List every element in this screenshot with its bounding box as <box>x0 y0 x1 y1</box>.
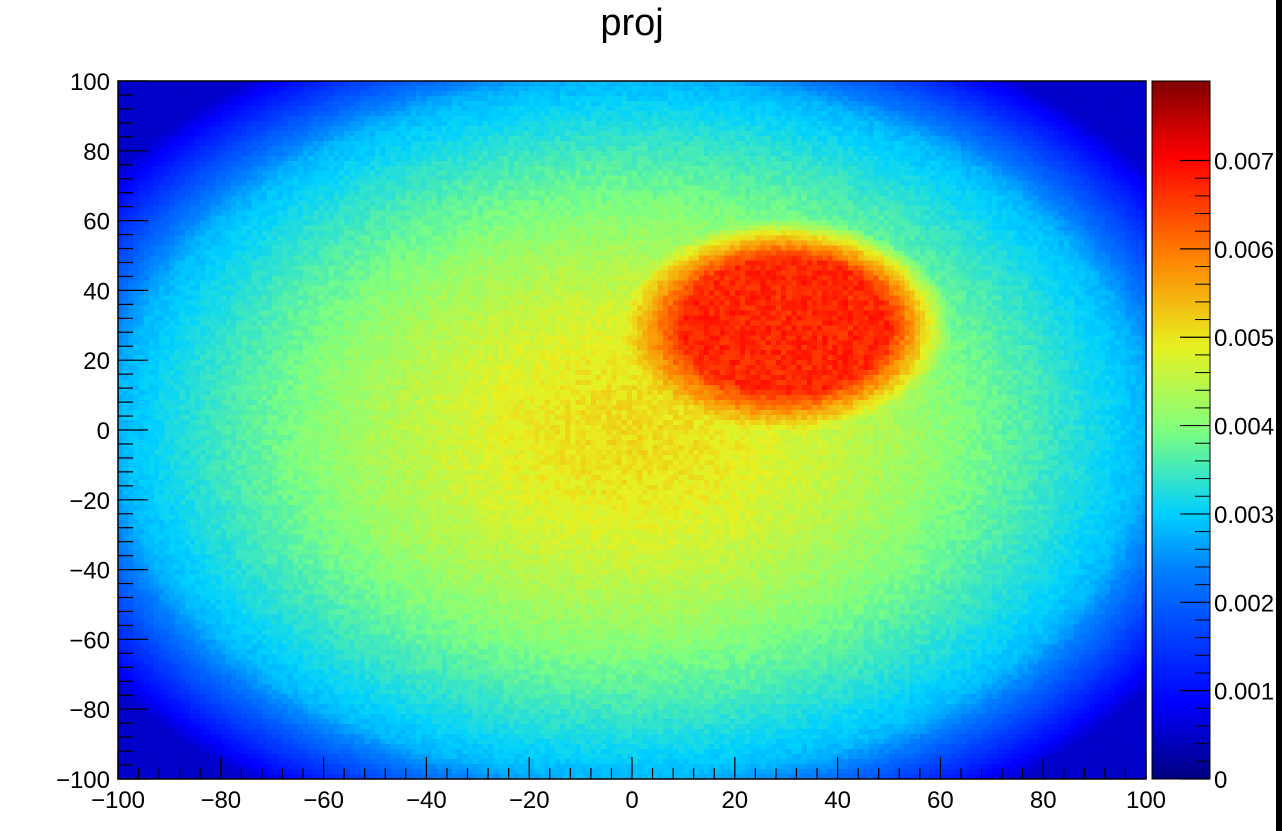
y-tick-label: −100 <box>56 767 110 794</box>
colorbar-tick-label: 0.004 <box>1214 414 1274 441</box>
chart-title: proj <box>600 2 664 44</box>
y-tick-label: 40 <box>83 278 110 305</box>
colorbar-tick-label: 0 <box>1214 767 1227 794</box>
x-tick-label: −60 <box>303 787 344 814</box>
colorbar-tick-label: 0.007 <box>1214 149 1274 176</box>
colorbar <box>1151 80 1211 780</box>
x-tick-label: −80 <box>200 787 241 814</box>
colorbar-tick-label: 0.003 <box>1214 502 1274 529</box>
x-tick-label: 40 <box>824 787 851 814</box>
y-tick-label: 60 <box>83 209 110 236</box>
x-tick-label: −20 <box>509 787 550 814</box>
x-tick-label: −100 <box>91 787 145 814</box>
heatmap-image <box>118 81 1146 779</box>
x-tick-label: 60 <box>927 787 954 814</box>
y-tick-label: 20 <box>83 348 110 375</box>
x-tick-label: 0 <box>625 787 638 814</box>
y-tick-label: 80 <box>83 139 110 166</box>
x-tick-label: 20 <box>721 787 748 814</box>
y-tick-label: 0 <box>97 418 110 445</box>
y-tick-label: −40 <box>69 558 110 585</box>
window-edge <box>1276 0 1282 831</box>
y-tick-label: 100 <box>70 69 110 96</box>
y-axis: −100 −80 −60 −40 −20 0 20 40 60 80 100 <box>56 69 148 794</box>
colorbar-tick-label: 0.002 <box>1214 590 1274 617</box>
colorbar-tick-label: 0.001 <box>1214 679 1274 706</box>
x-tick-label: 100 <box>1126 787 1166 814</box>
y-tick-label: −20 <box>69 488 110 515</box>
y-tick-label: −80 <box>69 697 110 724</box>
colorbar-axis: 0 0.001 0.002 0.003 0.004 0.005 0.006 0.007 <box>1180 149 1274 794</box>
heatmap-area <box>118 81 1146 779</box>
colorbar-tick-label: 0.005 <box>1214 325 1274 352</box>
y-tick-label: −60 <box>69 627 110 654</box>
x-tick-label: 80 <box>1030 787 1057 814</box>
x-tick-label: −40 <box>406 787 447 814</box>
x-axis: −100 −80 −60 −40 −20 0 20 40 60 80 100 <box>91 757 1166 814</box>
colorbar-tick-label: 0.006 <box>1214 237 1274 264</box>
